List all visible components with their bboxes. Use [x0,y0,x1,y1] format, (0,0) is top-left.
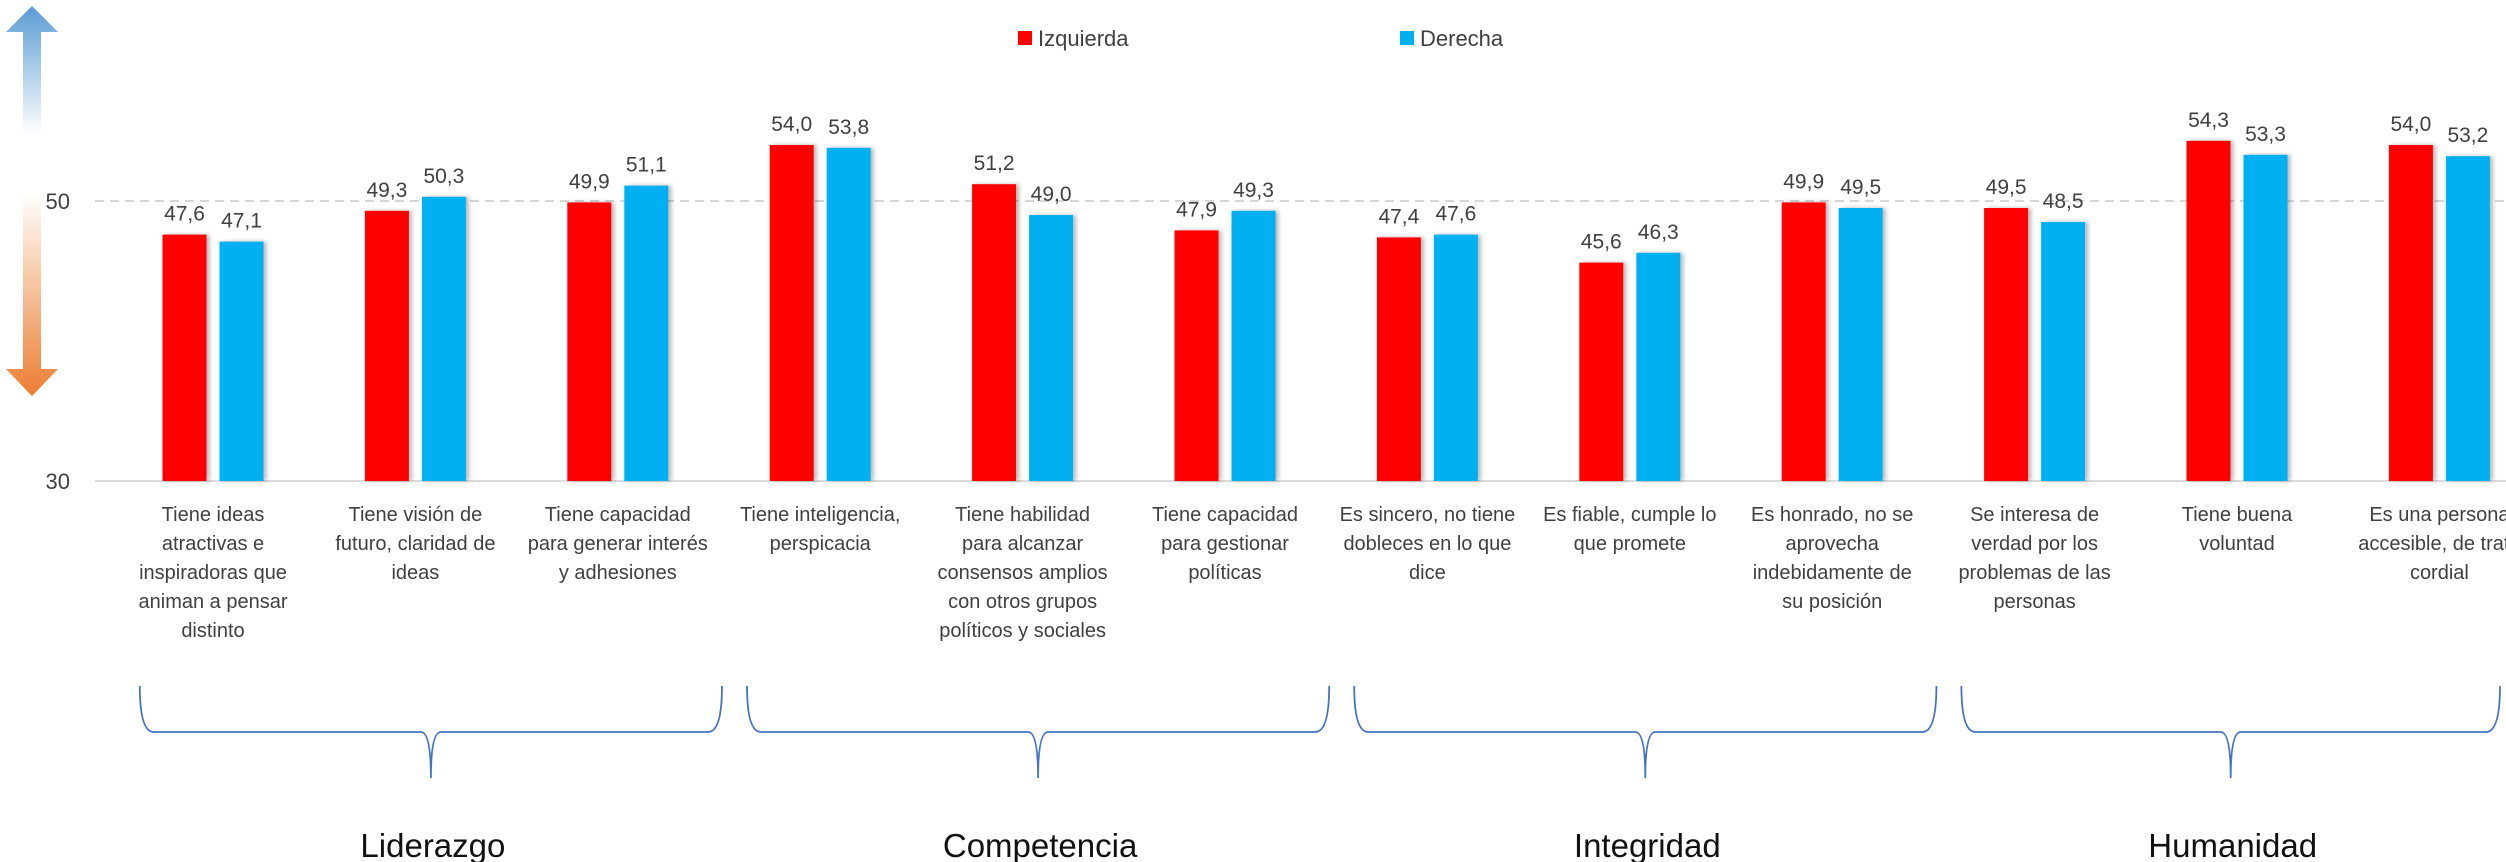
data-label: 47,9 [1176,198,1217,221]
category-label: Tiene inteligencia, perspicacia [740,504,900,555]
bar-derecha [219,241,264,481]
group-label: Liderazgo [360,827,505,862]
legend-label-derecha: Derecha [1420,26,1504,51]
data-label: 49,0 [1031,183,1072,206]
data-label: 48,5 [2043,190,2084,213]
group-brace [138,685,723,779]
bar-derecha [624,185,669,481]
y-axis-ticks: 30 50 [46,189,70,494]
category-labels: Tiene ideas atractivas e inspiradoras que a… [139,504,2506,642]
bar-derecha [1838,208,1883,481]
category-label: Tiene buena voluntad [2182,504,2293,555]
category-label: Es sincero, no tiene dobleces en lo que di… [1340,504,1516,584]
bar-izquierda [364,210,409,482]
data-labels: 47,6 47,1 49,3 50,3 49,9 51,1 54,0 53,8 51,2 49,0… [164,109,2488,254]
data-label: 49,5 [1986,176,2027,199]
bar-derecha [2445,156,2490,481]
group-brace [1960,685,2501,779]
bar-izquierda [1376,237,1421,481]
data-label: 49,3 [366,179,407,202]
legend-swatch-izquierda [1018,31,1032,45]
category-label: Tiene capacidad para gestionar políticas [1152,504,1298,584]
bar-izquierda [1174,230,1219,481]
legend-swatch-derecha [1400,31,1414,45]
y-tick-label: 50 [46,189,70,214]
data-label: 53,2 [2447,124,2488,147]
data-label: 50,3 [423,165,464,188]
bar-izquierda [567,202,612,481]
data-label: 46,3 [1638,221,1679,244]
legend: Izquierda Derecha [1018,26,1504,51]
legend-label-izquierda: Izquierda [1038,26,1129,51]
category-label: Es fiable, cumple lo que promete [1543,504,1716,555]
group-brace [1353,685,1938,779]
group-braces [138,685,2501,779]
data-label: 54,3 [2188,109,2229,132]
data-label: 49,3 [1233,179,1274,202]
data-label: 54,0 [2390,113,2431,136]
bar-izquierda [972,184,1017,481]
bar-izquierda [2388,145,2433,481]
y-scale-arrow-icon [6,6,58,396]
data-label: 47,1 [221,210,262,233]
bar-izquierda [162,234,207,481]
data-label: 47,6 [1435,203,1476,226]
data-label: 49,9 [569,170,610,193]
bar-derecha [421,196,466,482]
bar-izquierda [1579,262,1624,481]
category-label: Es una persona accesible, de trato cordial [2358,504,2506,584]
bar-derecha [1433,234,1478,481]
bar-izquierda [1781,202,1826,481]
bar-derecha [1029,215,1074,481]
category-label: Es honrado, no se aprovecha indebidamente … [1751,504,1913,613]
data-label: 47,4 [1378,205,1419,228]
data-label: 49,9 [1783,170,1824,193]
data-label: 47,6 [164,203,205,226]
bars [162,140,2490,482]
bar-derecha [1231,210,1276,482]
category-label: Tiene ideas atractivas e inspiradoras que a… [139,504,288,642]
data-label: 49,5 [1840,176,1881,199]
y-tick-label: 30 [46,469,70,494]
group-label: Humanidad [2148,827,2317,862]
group-labels: Liderazgo Competencia Integridad Humanidad [360,827,2317,862]
category-label: Tiene visión de futuro, claridad de ideas [335,504,495,584]
group-label: Competencia [943,827,1138,862]
bar-izquierda [2186,140,2231,482]
category-label: Se interesa de verdad por los problemas de… [1958,504,2110,613]
data-label: 54,0 [771,113,812,136]
bar-derecha [826,147,871,482]
data-label: 45,6 [1581,231,1622,254]
data-label: 53,3 [2245,123,2286,146]
category-label: Tiene habilidad para alcanzar consensos am… [938,504,1108,642]
category-label: Tiene capacidad para generar interés y adh… [528,504,708,584]
data-label: 53,8 [828,116,869,139]
bar-izquierda [1984,208,2029,481]
bar-izquierda [769,145,814,481]
group-brace [746,685,1331,779]
data-label: 51,2 [974,152,1015,175]
group-label: Integridad [1574,827,1721,862]
data-label: 51,1 [626,154,667,177]
bar-derecha [2243,154,2288,482]
bar-derecha [1636,252,1681,481]
gridlines [95,200,2506,482]
bar-derecha [2041,222,2086,481]
